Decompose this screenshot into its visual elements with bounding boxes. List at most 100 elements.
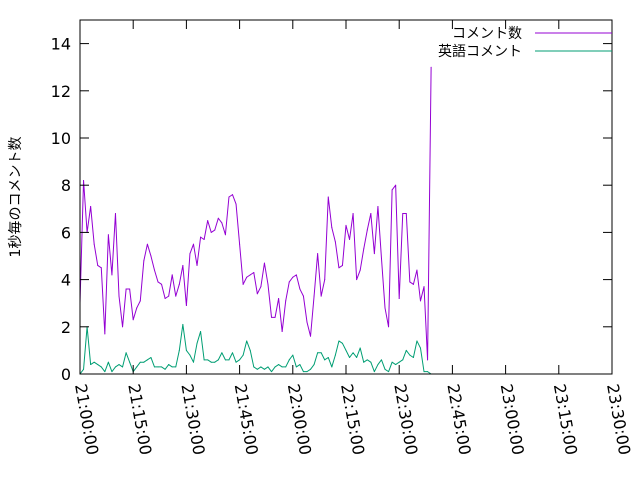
data-point: [352, 213, 354, 215]
y-tick-label: 2: [61, 318, 71, 337]
y-tick-label: 0: [61, 365, 71, 384]
data-point: [430, 66, 432, 68]
data-point: [310, 368, 312, 370]
data-point: [398, 297, 400, 299]
data-point: [189, 354, 191, 356]
data-point: [228, 359, 230, 361]
data-point: [419, 300, 421, 302]
data-point: [239, 243, 241, 245]
series-points-2: [79, 323, 432, 375]
data-point: [221, 222, 223, 224]
data-point: [83, 179, 85, 181]
data-point: [356, 356, 358, 358]
legend-label-2: 英語コメント: [438, 43, 522, 60]
data-point: [285, 300, 287, 302]
data-point: [299, 364, 301, 366]
data-point: [217, 359, 219, 361]
data-point: [182, 264, 184, 266]
data-point: [288, 281, 290, 283]
data-point: [203, 359, 205, 361]
data-point: [200, 236, 202, 238]
data-point: [210, 231, 212, 233]
data-point: [207, 359, 209, 361]
data-point: [295, 274, 297, 276]
data-point: [150, 255, 152, 257]
data-point: [100, 267, 102, 269]
data-point: [232, 194, 234, 196]
y-tick-label: 12: [51, 82, 71, 101]
data-point: [412, 283, 414, 285]
data-point: [334, 241, 336, 243]
data-point: [221, 352, 223, 354]
data-point: [345, 224, 347, 226]
data-point: [171, 274, 173, 276]
data-point: [143, 260, 145, 262]
data-point: [132, 319, 134, 321]
data-point: [114, 213, 116, 215]
data-point: [416, 340, 418, 342]
data-point: [384, 307, 386, 309]
data-point: [249, 274, 251, 276]
data-point: [263, 368, 265, 370]
data-point: [143, 361, 145, 363]
data-point: [249, 349, 251, 351]
data-point: [324, 279, 326, 281]
data-point: [129, 361, 131, 363]
data-point: [423, 286, 425, 288]
data-point: [391, 189, 393, 191]
data-point: [398, 361, 400, 363]
data-point: [380, 359, 382, 361]
data-point: [409, 281, 411, 283]
data-point: [373, 253, 375, 255]
data-point: [380, 257, 382, 259]
data-point: [182, 323, 184, 325]
data-point: [192, 361, 194, 363]
data-point: [111, 371, 113, 373]
y-axis: 0 2 4 6 8 10 12 14: [51, 35, 612, 384]
data-point: [377, 364, 379, 366]
data-point: [366, 229, 368, 231]
data-point: [331, 366, 333, 368]
data-point: [359, 269, 361, 271]
data-point: [310, 335, 312, 337]
data-point: [373, 371, 375, 373]
data-point: [97, 364, 99, 366]
data-point: [129, 288, 131, 290]
data-point: [178, 349, 180, 351]
data-point: [203, 238, 205, 240]
data-point: [246, 340, 248, 342]
y-tick-label: 14: [51, 35, 71, 54]
data-point: [402, 359, 404, 361]
y-tick-label: 6: [61, 223, 71, 242]
data-point: [122, 326, 124, 328]
data-point: [306, 321, 308, 323]
data-point: [164, 297, 166, 299]
data-point: [427, 359, 429, 361]
data-point: [317, 352, 319, 354]
data-point: [388, 326, 390, 328]
data-point: [157, 366, 159, 368]
data-point: [175, 366, 177, 368]
data-point: [260, 366, 262, 368]
data-point: [317, 253, 319, 255]
data-point: [356, 279, 358, 281]
data-point: [288, 359, 290, 361]
data-point: [217, 217, 219, 219]
data-point: [146, 359, 148, 361]
data-point: [150, 356, 152, 358]
data-point: [285, 366, 287, 368]
data-point: [349, 238, 351, 240]
data-point: [338, 267, 340, 269]
data-point: [341, 264, 343, 266]
data-point: [263, 262, 265, 264]
data-point: [281, 331, 283, 333]
data-point: [292, 276, 294, 278]
y-axis-label: 1秒毎のコメント数: [8, 137, 24, 258]
data-point: [260, 286, 262, 288]
data-point: [242, 283, 244, 285]
data-point: [168, 364, 170, 366]
data-point: [363, 248, 365, 250]
data-point: [313, 295, 315, 297]
data-point: [228, 196, 230, 198]
